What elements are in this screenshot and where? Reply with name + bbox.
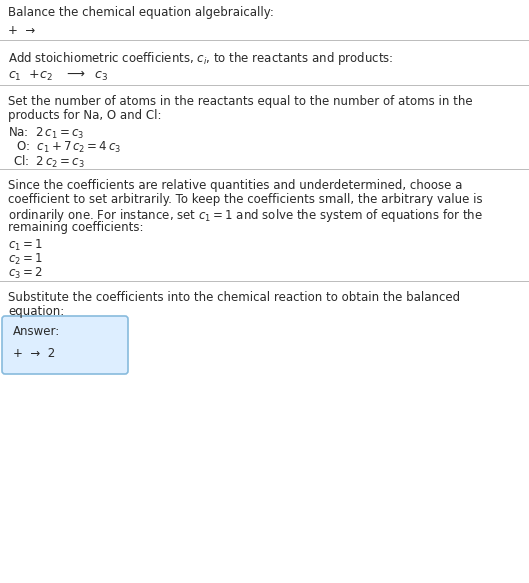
Text: equation:: equation: xyxy=(8,305,64,318)
Text: products for Na, O and Cl:: products for Na, O and Cl: xyxy=(8,109,161,122)
Text: Cl:  $2\,c_2 = c_3$: Cl: $2\,c_2 = c_3$ xyxy=(13,154,85,170)
Text: Substitute the coefficients into the chemical reaction to obtain the balanced: Substitute the coefficients into the che… xyxy=(8,291,460,304)
Text: $c_2 = 1$: $c_2 = 1$ xyxy=(8,252,43,267)
Text: Set the number of atoms in the reactants equal to the number of atoms in the: Set the number of atoms in the reactants… xyxy=(8,95,472,108)
Text: Add stoichiometric coefficients, $c_i$, to the reactants and products:: Add stoichiometric coefficients, $c_i$, … xyxy=(8,50,394,67)
Text: +  →: + → xyxy=(8,24,35,37)
FancyBboxPatch shape xyxy=(2,316,128,374)
Text: O:  $c_1 + 7\,c_2 = 4\,c_3$: O: $c_1 + 7\,c_2 = 4\,c_3$ xyxy=(16,140,121,155)
Text: $c_3 = 2$: $c_3 = 2$ xyxy=(8,266,43,281)
Text: remaining coefficients:: remaining coefficients: xyxy=(8,221,143,234)
Text: Since the coefficients are relative quantities and underdetermined, choose a: Since the coefficients are relative quan… xyxy=(8,179,462,192)
Text: ordinarily one. For instance, set $c_1 = 1$ and solve the system of equations fo: ordinarily one. For instance, set $c_1 =… xyxy=(8,207,483,224)
Text: Answer:: Answer: xyxy=(13,325,60,338)
Text: Na:  $2\,c_1 = c_3$: Na: $2\,c_1 = c_3$ xyxy=(8,126,84,141)
Text: Balance the chemical equation algebraically:: Balance the chemical equation algebraica… xyxy=(8,6,274,19)
Text: $c_1 = 1$: $c_1 = 1$ xyxy=(8,238,43,253)
Text: $c_1$  $+c_2$   $\longrightarrow$  $c_3$: $c_1$ $+c_2$ $\longrightarrow$ $c_3$ xyxy=(8,69,108,83)
Text: +  →  2: + → 2 xyxy=(13,347,55,360)
Text: coefficient to set arbitrarily. To keep the coefficients small, the arbitrary va: coefficient to set arbitrarily. To keep … xyxy=(8,193,482,206)
